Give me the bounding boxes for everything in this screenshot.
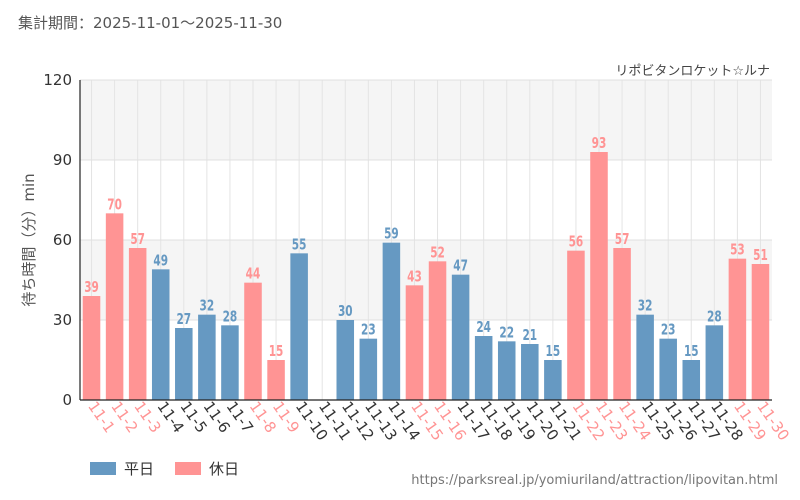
data-label: 53 [730,242,745,259]
data-label: 52 [430,245,445,262]
bar-11-30 [751,264,770,400]
plot-bands [80,80,772,320]
y-tick-label: 60 [53,231,72,249]
bar-11-7 [221,325,239,400]
data-label: 27 [176,312,191,329]
data-label: 57 [615,232,630,249]
bar-11-28 [705,325,724,400]
data-label: 28 [223,309,238,326]
data-label: 51 [753,248,768,265]
y-tick-label: 120 [43,71,72,89]
data-label: 32 [638,298,653,315]
bar-11-14 [382,242,401,400]
bar-11-4 [151,269,170,400]
bar-11-10 [290,253,308,400]
legend-weekday: 平日 [90,458,154,479]
bar-11-23 [590,152,608,400]
source-url: https://parksreal.jp/yomiuriland/attract… [411,473,778,488]
y-tick-label: 90 [53,151,72,169]
bar-11-29 [728,258,747,400]
data-label: 47 [453,258,468,275]
data-label: 23 [661,322,676,339]
y-tick-label: 30 [53,311,72,329]
data-labels: 39 70 57 49 27 32 28 44 15 55 30 23 59 43 52 47 24 22 21 15… [84,136,768,361]
data-label: 24 [476,320,491,337]
data-label: 55 [292,237,307,254]
x-tick-labels: 11-111-211-311-411-511-611-711-811-911-1… [84,398,793,444]
period-label: 集計期間：2025-11-01～2025-11-30 [18,14,283,32]
legend-holiday-label: 休日 [209,460,240,478]
bar-11-16 [428,261,447,400]
bar-11-26 [659,338,677,400]
y-tick-labels: 0 30 60 90 120 [43,71,72,409]
legend-holiday-swatch [175,462,201,475]
data-label: 70 [107,197,122,214]
bar-11-9 [267,360,285,400]
y-tick-label: 0 [62,391,72,409]
data-label: 43 [407,269,422,286]
data-label: 39 [84,280,99,297]
bar-11-22 [567,250,585,400]
data-label: 93 [592,136,607,153]
legend-weekday-swatch [90,462,116,475]
bar-11-8 [244,282,262,400]
bar-11-13 [359,338,378,400]
data-label: 15 [684,344,699,361]
bar-11-21 [544,360,562,400]
bar-11-1 [82,296,101,400]
bar-11-27 [682,360,701,400]
data-label: 21 [522,328,537,345]
bar-11-20 [521,344,539,400]
bar-11-6 [198,314,216,400]
data-label: 57 [130,232,145,249]
data-label: 30 [338,304,353,321]
data-label: 23 [361,322,376,339]
data-label: 22 [499,325,514,342]
data-label: 44 [246,266,261,283]
bar-11-15 [405,285,424,400]
bar-11-18 [474,336,493,400]
bar-11-12 [336,320,355,400]
bar-11-19 [497,341,516,400]
data-label: 32 [200,298,215,315]
data-label: 15 [546,344,561,361]
bar-11-2 [105,213,124,400]
bar-11-24 [613,248,631,400]
y-axis-label: 待ち時間（分）min [20,173,38,306]
bar-11-17 [451,274,470,400]
legend-weekday-label: 平日 [124,460,155,478]
bars [82,152,770,400]
bar-11-5 [175,328,193,400]
data-label: 28 [707,309,722,326]
legend-holiday: 休日 [175,458,239,479]
plot-band [80,80,772,160]
data-label: 49 [153,253,168,270]
axes [79,80,772,401]
plot-band [80,240,772,320]
bar-11-3 [128,248,147,400]
data-label: 15 [269,344,284,361]
bar-11-25 [636,314,654,400]
data-label: 56 [569,234,584,251]
attraction-name: リポビタンロケット☆ルナ [615,64,770,79]
data-label: 59 [384,226,399,243]
